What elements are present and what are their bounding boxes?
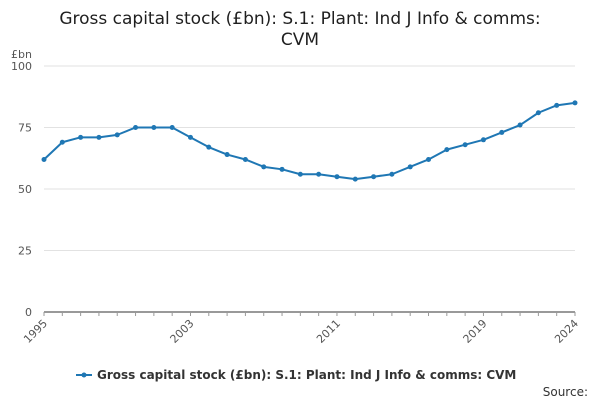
- data-point-2011[interactable]: [334, 174, 340, 180]
- data-point-1999[interactable]: [114, 132, 120, 138]
- y-tick-label-3: 75: [18, 122, 32, 135]
- y-tick-label-2: 50: [18, 183, 32, 196]
- series-line-0: [43, 101, 576, 181]
- data-point-2007[interactable]: [261, 164, 267, 170]
- data-point-2019[interactable]: [480, 137, 486, 143]
- data-point-2001[interactable]: [151, 125, 157, 130]
- data-point-1996[interactable]: [59, 139, 65, 145]
- data-point-2020[interactable]: [499, 129, 505, 135]
- data-point-2014[interactable]: [389, 171, 395, 177]
- data-point-2016[interactable]: [426, 156, 432, 162]
- y-tick-label-4: 100: [11, 60, 32, 73]
- data-point-2018[interactable]: [462, 142, 468, 148]
- data-point-2003[interactable]: [187, 134, 193, 140]
- data-point-2002[interactable]: [169, 125, 175, 130]
- x-tick-label-1: 2003: [168, 317, 197, 346]
- data-point-2022[interactable]: [535, 110, 541, 116]
- chart-title-line-2: CVM: [281, 30, 319, 50]
- data-point-1997[interactable]: [78, 134, 84, 140]
- gridlines: [44, 65, 575, 251]
- y-tick-label-0: 0: [25, 306, 32, 319]
- data-point-2009[interactable]: [297, 171, 303, 177]
- data-point-1998[interactable]: [96, 134, 102, 140]
- x-tick-label-4: 2024: [552, 317, 581, 346]
- legend-swatch-marker: [81, 372, 87, 378]
- data-point-2005[interactable]: [224, 152, 230, 158]
- data-point-2000[interactable]: [133, 125, 139, 130]
- data-point-2004[interactable]: [206, 144, 212, 150]
- data-point-2024[interactable]: [572, 100, 578, 106]
- data-point-2015[interactable]: [407, 164, 413, 170]
- series-layer: [41, 100, 578, 182]
- x-tick-label-2: 2011: [314, 317, 343, 346]
- data-point-2012[interactable]: [352, 176, 358, 182]
- y-axis-unit-label: £bn: [11, 48, 32, 61]
- legend: Gross capital stock (£bn): S.1: Plant: I…: [76, 368, 516, 382]
- data-point-2023[interactable]: [554, 102, 560, 108]
- data-point-1995[interactable]: [41, 156, 47, 162]
- x-tick-label-0: 1995: [21, 317, 50, 346]
- data-point-2006[interactable]: [242, 156, 248, 162]
- data-point-2021[interactable]: [517, 122, 523, 128]
- chart-title-line-1: Gross capital stock (£bn): S.1: Plant: I…: [59, 9, 540, 29]
- legend-entry-label: Gross capital stock (£bn): S.1: Plant: I…: [97, 368, 516, 382]
- data-point-2013[interactable]: [371, 174, 377, 180]
- data-point-2017[interactable]: [444, 147, 450, 153]
- data-point-2008[interactable]: [279, 166, 285, 172]
- source-label: Source:: [543, 385, 588, 399]
- x-tick-label-3: 2019: [461, 317, 490, 346]
- axes: 0 25 50 75 100 1995 2003 2011 2019 2024: [11, 60, 581, 346]
- data-point-2010[interactable]: [316, 171, 322, 177]
- y-tick-label-1: 25: [18, 245, 32, 258]
